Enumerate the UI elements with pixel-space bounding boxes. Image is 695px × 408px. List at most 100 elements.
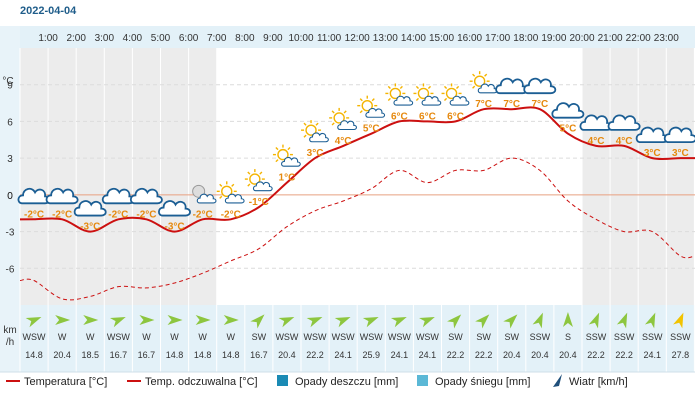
wind-direction-label: WSW: [416, 332, 439, 342]
temperature-data-label: 5°C: [560, 124, 577, 135]
cloud-shape: [45, 187, 79, 205]
plot-band: [132, 48, 161, 305]
wind-arrow-shape: [334, 316, 351, 328]
wind-arrow-icon: [139, 315, 155, 325]
wind-speed-label: 22.2: [447, 350, 465, 360]
plot-band: [582, 48, 611, 305]
wind-direction-label: SSW: [614, 332, 635, 342]
sun-ray: [443, 85, 448, 89]
hour-label: 15:00: [429, 33, 454, 44]
wind-arrow-icon: [109, 316, 126, 328]
wind-arrow-icon: [673, 312, 684, 329]
temperature-data-label: -2°C: [108, 209, 128, 220]
wind-arrow-icon: [250, 314, 265, 329]
cloud-shape: [421, 95, 442, 106]
wind-speed-label: 14.8: [166, 350, 184, 360]
hour-label: 3:00: [95, 33, 115, 44]
hour-label: 5:00: [151, 33, 171, 44]
hour-label: 17:00: [485, 33, 510, 44]
wind-direction-label: WSW: [388, 332, 411, 342]
wind-direction-label: W: [86, 332, 95, 342]
cloud-shape: [73, 200, 107, 217]
sun-disc: [445, 87, 458, 100]
wind-direction-label: SSW: [642, 332, 663, 342]
sun-icon: [216, 181, 237, 202]
weather-icon-sun-cloud: [329, 107, 357, 131]
left-axis-panel: [0, 26, 20, 372]
temperature-data-label: 6°C: [419, 111, 436, 122]
wind-speed-label: 16.7: [110, 350, 128, 360]
plot-band: [441, 48, 470, 305]
wind-direction-label: SW: [476, 332, 491, 342]
sun-ray: [359, 110, 363, 114]
temperature-data-label: -3°C: [80, 222, 100, 233]
wind-direction-label: SW: [505, 332, 520, 342]
wind-arrow-shape: [475, 314, 490, 329]
legend-box-swatch: [417, 375, 428, 386]
wind-arrow-icon: [475, 314, 490, 329]
wind-arrow-shape: [419, 316, 435, 328]
wind-arrow-shape: [562, 312, 573, 327]
cloud-shape: [129, 187, 163, 205]
sun-ray: [275, 147, 279, 151]
wind-speed-label: 20.4: [559, 350, 577, 360]
wind-arrow-shape: [532, 312, 543, 329]
cloud-icon: [309, 132, 329, 143]
cloud-shape: [449, 95, 470, 106]
legend-label: Opady deszczu [mm]: [295, 376, 398, 388]
weather-icon-sun-cloud: [413, 83, 442, 106]
feels-like-line: [19, 157, 695, 301]
temperature-data-label: 6°C: [447, 111, 464, 122]
cloud-icon: [607, 114, 641, 131]
sun-disc: [249, 173, 261, 185]
sun-ray: [331, 110, 335, 114]
wind-speed-label: 22.2: [587, 350, 605, 360]
hour-label: 8:00: [235, 33, 255, 44]
plot-band: [20, 48, 49, 305]
wind-direction-label: WSW: [107, 332, 130, 342]
hour-label: 20:00: [569, 33, 594, 44]
wind-arrow-shape: [278, 316, 295, 328]
hour-label: 12:00: [345, 33, 370, 44]
y-tick-label: 3: [7, 154, 13, 165]
weather-icon-sun-cloud: [244, 169, 273, 192]
sun-ray: [359, 98, 363, 102]
weather-icon-sun-cloud: [272, 144, 301, 167]
temperature-data-label: 5°C: [363, 124, 380, 135]
wind-speed-label: 22.2: [615, 350, 633, 360]
wind-arrow-shape: [673, 312, 684, 329]
sun-ray: [247, 171, 251, 175]
temperature-data-label: -2°C: [221, 209, 241, 220]
temperature-data-label: 7°C: [503, 99, 520, 110]
wind-arrow-shape: [223, 315, 239, 325]
plot-band: [48, 48, 77, 305]
cloud-shape: [663, 126, 695, 144]
temperature-data-label: -2°C: [52, 209, 72, 220]
wind-arrow-icon: [616, 312, 628, 329]
sun-disc: [277, 148, 289, 161]
sun-disc: [221, 185, 233, 198]
hour-label: 14:00: [401, 33, 426, 44]
wind-arrow-icon: [167, 315, 183, 325]
legend-item-2: Opady deszczu [mm]: [277, 375, 398, 388]
sun-ray: [472, 85, 476, 89]
plot-band: [301, 48, 330, 305]
wind-direction-label: W: [142, 332, 151, 342]
wind-arrow-icon: [447, 314, 462, 329]
plot-band: [385, 48, 414, 305]
wind-arrow-shape: [109, 316, 126, 328]
hour-label: 6:00: [179, 33, 199, 44]
legend-label: Temp. odczuwalna [°C]: [145, 376, 258, 388]
wind-arrow-icon: [83, 315, 99, 325]
wind-direction-label: S: [565, 332, 571, 342]
cloud-shape: [393, 95, 414, 106]
hour-label: 23:00: [654, 33, 679, 44]
plot-band: [610, 48, 639, 305]
legend-panel: [0, 372, 695, 400]
wind-speed-label: 24.1: [391, 350, 409, 360]
temperature-data-label: 1°C: [279, 173, 296, 184]
temperature-data-label: 4°C: [335, 136, 352, 147]
sun-icon: [301, 120, 322, 141]
hour-label: 21:00: [598, 33, 623, 44]
hour-label: 16:00: [457, 33, 482, 44]
